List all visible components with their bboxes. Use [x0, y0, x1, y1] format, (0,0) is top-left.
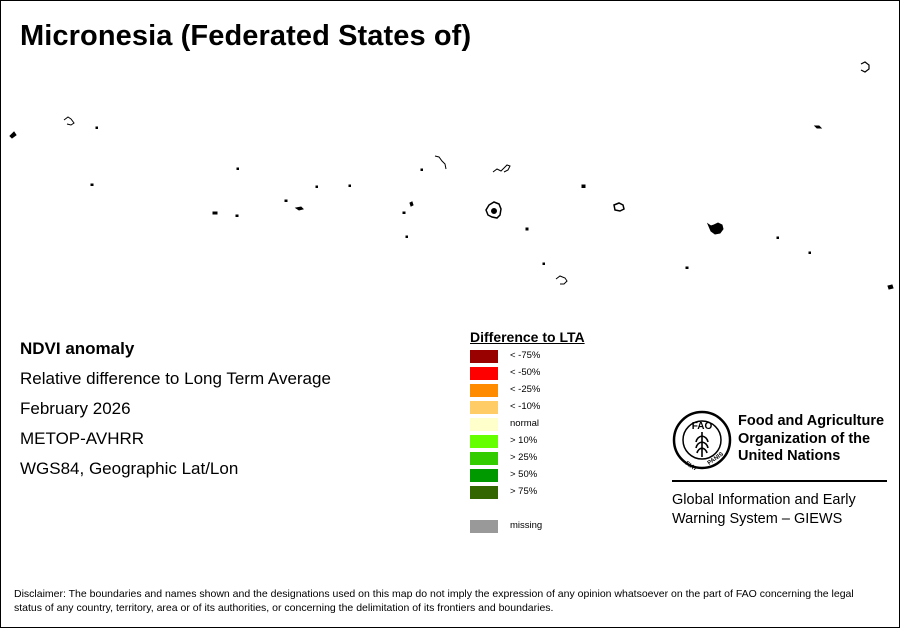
island — [409, 201, 414, 207]
legend-label: > 75% — [510, 486, 538, 497]
legend-item: normal — [470, 417, 585, 434]
island — [348, 184, 351, 187]
fao-logo: FAO FIAT PANIS — [672, 410, 732, 470]
map-title: Micronesia (Federated States of) — [20, 20, 472, 52]
legend: Difference to LTA < -75% < -50% < -25% < -1… — [470, 329, 585, 536]
system-name-line: Warning System – GIEWS — [672, 511, 843, 527]
island-kosrae — [706, 222, 724, 235]
legend-swatch — [470, 401, 498, 414]
legend-label: < -10% — [510, 401, 541, 412]
island — [284, 199, 288, 202]
island — [555, 275, 568, 285]
island — [235, 214, 239, 217]
legend-item: < -10% — [470, 400, 585, 417]
legend-swatch — [470, 384, 498, 397]
legend-item: > 10% — [470, 434, 585, 451]
island — [90, 183, 94, 186]
legend-label: < -75% — [510, 350, 541, 361]
island — [492, 164, 511, 173]
legend-item: < -50% — [470, 366, 585, 383]
legend-item: < -25% — [470, 383, 585, 400]
island — [402, 211, 406, 214]
system-name: Global Information and Early Warning Sys… — [672, 491, 856, 529]
map-info: NDVI anomaly Relative difference to Long… — [20, 334, 331, 484]
legend-swatch — [470, 435, 498, 448]
logo-fiat-text: FIAT — [684, 461, 698, 470]
info-sensor: METOP-AVHRR — [20, 429, 145, 448]
system-name-line: Global Information and Early — [672, 492, 856, 508]
island-pohnpei — [485, 201, 502, 219]
legend-swatch — [470, 350, 498, 363]
island — [860, 61, 870, 73]
island — [63, 116, 75, 126]
info-date: February 2026 — [20, 399, 131, 418]
info-description: Relative difference to Long Term Average — [20, 369, 331, 388]
legend-label: < -50% — [510, 367, 541, 378]
org-name-line: United Nations — [738, 448, 841, 464]
island — [887, 284, 894, 290]
legend-label: missing — [510, 520, 543, 531]
legend-label: > 10% — [510, 435, 538, 446]
legend-label: > 50% — [510, 469, 538, 480]
legend-item-missing: missing — [470, 519, 585, 536]
org-name-line: Organization of the — [738, 430, 871, 447]
legend-swatch — [470, 367, 498, 380]
legend-swatch — [470, 469, 498, 482]
island — [294, 206, 304, 211]
legend-label: > 25% — [510, 452, 538, 463]
legend-item: < -75% — [470, 349, 585, 366]
legend-item: > 25% — [470, 451, 585, 468]
island — [236, 167, 239, 170]
legend-title: Difference to LTA — [470, 329, 585, 345]
island — [420, 168, 423, 171]
island — [405, 235, 408, 238]
island — [542, 262, 545, 265]
island — [95, 126, 98, 129]
legend-item: > 75% — [470, 485, 585, 502]
island — [9, 131, 17, 139]
legend-swatch — [470, 486, 498, 499]
island-map — [9, 61, 894, 290]
island — [315, 185, 318, 188]
island — [212, 211, 218, 215]
island — [776, 236, 779, 239]
info-projection: WGS84, Geographic Lat/Lon — [20, 459, 239, 478]
island — [613, 202, 625, 212]
island — [808, 251, 811, 254]
org-name-line: Food and Agriculture — [738, 413, 885, 429]
info-heading: NDVI anomaly — [20, 339, 135, 358]
legend-label: normal — [510, 418, 540, 429]
island — [491, 208, 497, 214]
island — [525, 227, 529, 231]
island — [813, 125, 823, 129]
legend-label: < -25% — [510, 384, 541, 395]
legend-item: > 50% — [470, 468, 585, 485]
island — [685, 266, 689, 269]
organization-name: Food and Agriculture Organization of the… — [738, 413, 884, 466]
island — [434, 155, 447, 170]
legend-swatch — [470, 452, 498, 465]
divider — [672, 480, 887, 482]
legend-swatch — [470, 520, 498, 533]
disclaimer: Disclaimer: The boundaries and names sho… — [14, 588, 854, 614]
logo-fao-text: FAO — [692, 421, 713, 432]
island — [581, 184, 586, 188]
legend-swatch — [470, 418, 498, 431]
